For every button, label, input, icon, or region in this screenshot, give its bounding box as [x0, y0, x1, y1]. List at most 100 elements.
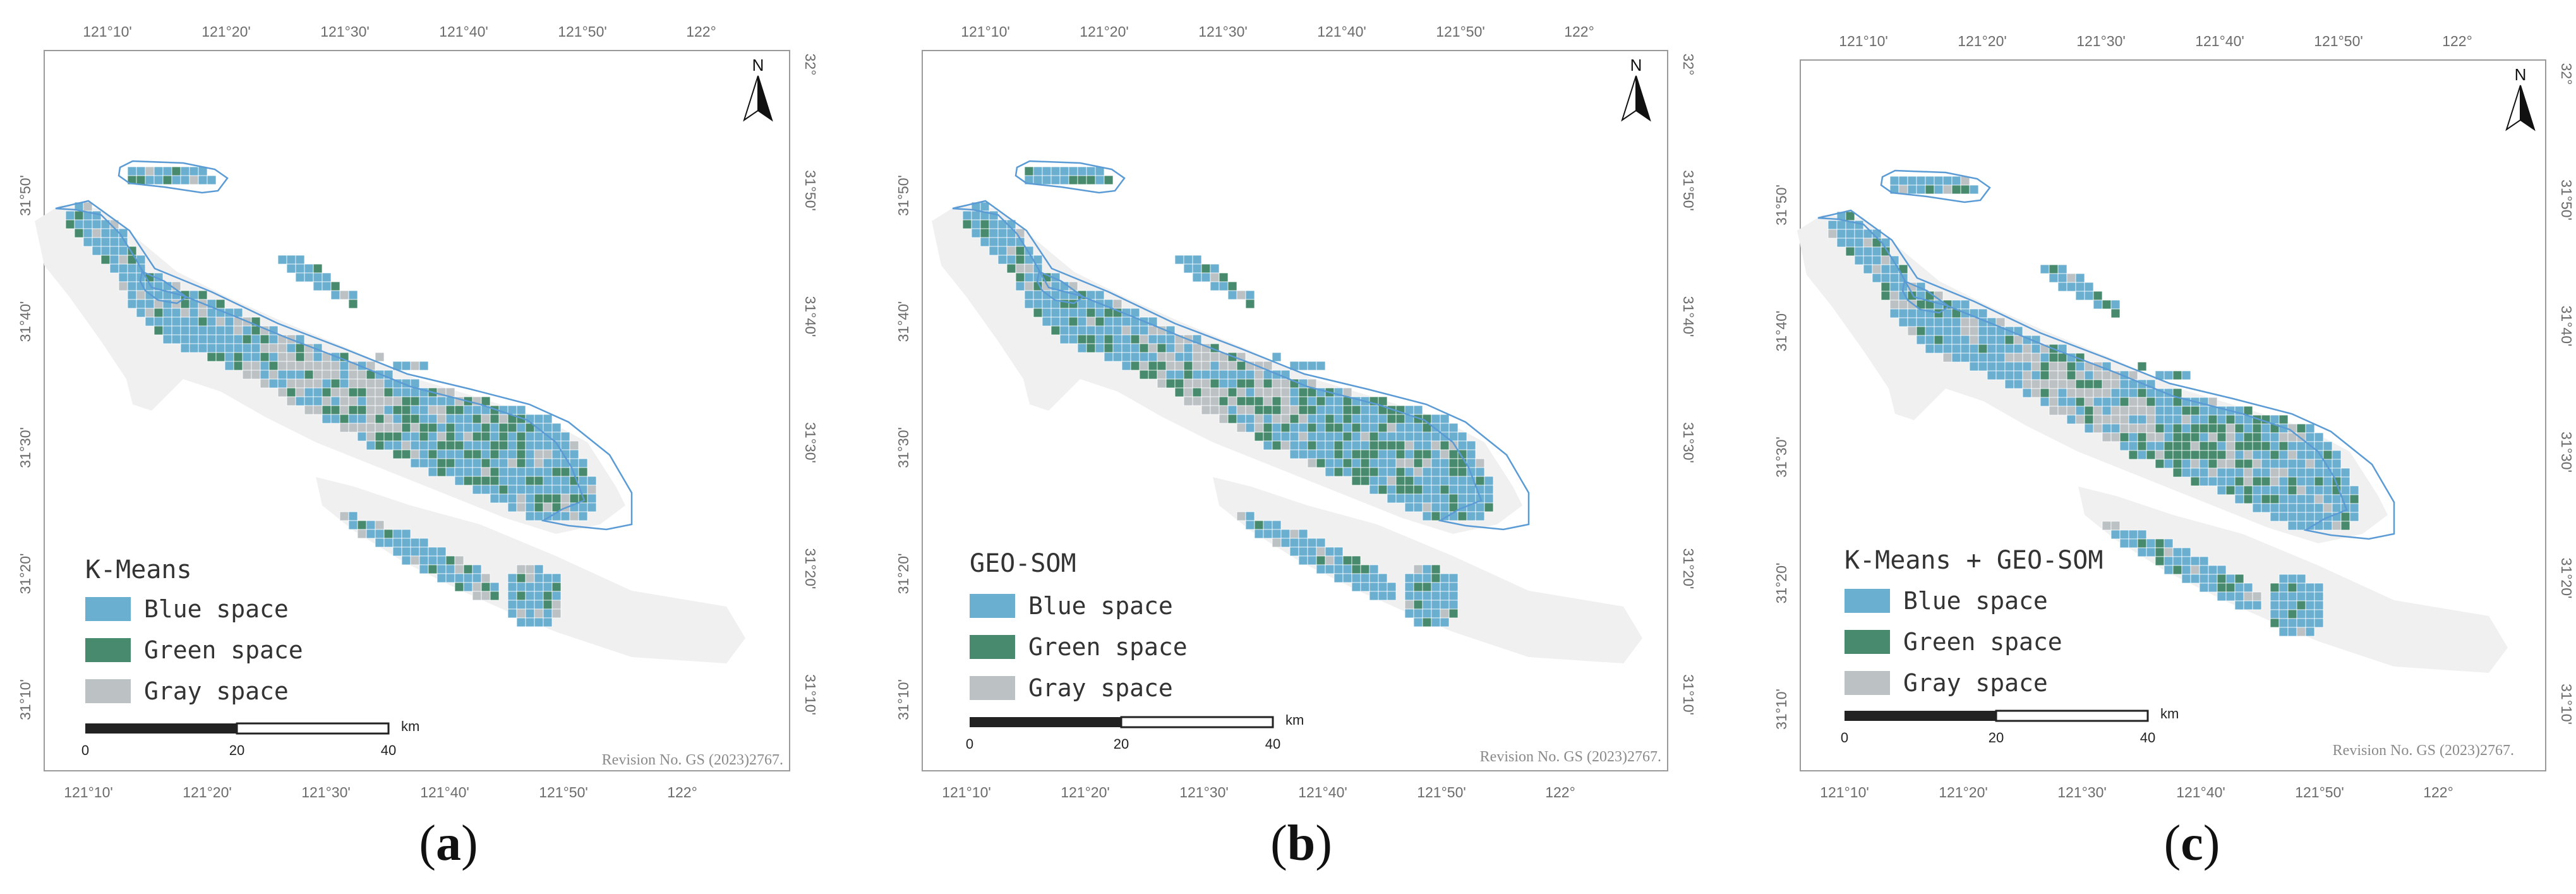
grid-cell	[971, 228, 981, 238]
grid-cell	[304, 396, 314, 406]
grid-cell	[295, 396, 305, 406]
grid-cell	[1360, 467, 1370, 477]
grid-cell	[198, 325, 208, 335]
grid-cell	[543, 600, 553, 610]
grid-cell	[1431, 608, 1441, 619]
grid-cell	[2234, 476, 2244, 486]
grid-cell	[322, 370, 332, 380]
grid-cell	[1360, 414, 1370, 424]
grid-cell	[2110, 397, 2121, 407]
grid-cell	[481, 467, 491, 477]
river-outline-path	[1036, 270, 1085, 305]
grid-cell	[375, 378, 385, 389]
grid-cell	[1316, 361, 1326, 371]
grid-cell	[233, 325, 243, 335]
grid-cell	[1457, 440, 1467, 450]
grid-cell	[1987, 335, 1997, 345]
grid-cell	[445, 449, 455, 459]
grid-cell	[1863, 229, 1873, 239]
grid-cell	[2314, 432, 2324, 442]
grid-cell	[2340, 485, 2350, 495]
lon-tick-bottom: 121°50'	[2295, 784, 2344, 800]
grid-cell	[1440, 600, 1450, 610]
grid-cell	[1863, 255, 1873, 265]
grid-cell	[2296, 627, 2306, 637]
lon-tick-top: 122°	[2442, 33, 2472, 49]
grid-cell	[1183, 378, 1193, 389]
grid-cell	[286, 370, 296, 380]
grid-cell	[2340, 468, 2350, 478]
grid-cell	[1059, 325, 1069, 335]
grid-cell	[551, 573, 562, 583]
grid-cell	[2208, 574, 2218, 584]
grid-cell	[383, 396, 394, 406]
grid-cell	[1404, 458, 1414, 468]
grid-cell	[268, 378, 279, 389]
grid-cell	[1068, 317, 1078, 327]
grid-cell	[2270, 618, 2280, 628]
grid-cell	[410, 432, 420, 442]
map-panel-b: 121°10' 121°20' 121°30' 121°40' 121°50' 122° …	[878, 0, 1712, 894]
grid-cell	[1068, 166, 1078, 176]
grid-cell	[2305, 494, 2315, 504]
grid-cell	[516, 458, 526, 468]
grid-cell	[525, 511, 535, 521]
grid-cell	[543, 414, 553, 424]
grid-cell	[2225, 476, 2236, 486]
grid-cell	[2305, 583, 2315, 593]
grid-cell	[1422, 564, 1432, 574]
grid-cell	[1174, 352, 1184, 362]
grid-cell	[330, 405, 340, 415]
grid-cell	[1836, 229, 1846, 239]
grid-cell	[1095, 334, 1105, 344]
grid-cell	[2040, 264, 2050, 274]
grid-cell	[1422, 467, 1432, 477]
grid-cell	[2137, 423, 2147, 433]
grid-cell	[2164, 459, 2174, 469]
grid-cell	[1395, 449, 1405, 459]
grid-cell	[1024, 290, 1034, 300]
grid-cell	[2349, 503, 2359, 513]
grid-cell	[454, 423, 464, 433]
grid-cell	[1995, 335, 2006, 345]
grid-cell	[2075, 370, 2085, 380]
grid-cell	[1863, 246, 1873, 257]
grid-cell	[1889, 308, 1899, 318]
grid-cell	[2110, 308, 2121, 318]
grid-cell	[2040, 388, 2050, 398]
grid-cell	[260, 343, 270, 353]
grid-cell	[2217, 468, 2227, 478]
grid-cell	[498, 467, 509, 477]
grid-cell	[2190, 423, 2200, 433]
grid-cell	[1015, 246, 1025, 256]
grid-cell	[534, 432, 544, 442]
grid-cell	[2208, 441, 2218, 451]
grid-cell	[490, 485, 500, 495]
grid-cell	[2243, 450, 2253, 460]
grid-cell	[1969, 335, 1979, 345]
legend-label-blue: Blue space	[1028, 592, 1173, 620]
grid-cell	[490, 493, 500, 504]
grid-cell	[348, 299, 358, 309]
grid-cell	[2243, 476, 2253, 486]
grid-cell	[1316, 396, 1326, 406]
grid-cell	[295, 361, 305, 371]
grid-cell	[215, 343, 226, 353]
grid-cell	[463, 582, 473, 592]
grid-cell	[463, 414, 473, 424]
grid-cell	[1236, 361, 1246, 371]
grid-cell	[268, 343, 279, 353]
grid-cell	[498, 458, 509, 468]
grid-cell	[1227, 396, 1237, 406]
grid-cell	[348, 414, 358, 424]
grid-cell	[1369, 591, 1379, 601]
grid-cell	[454, 564, 464, 574]
grid-cell	[2261, 450, 2271, 460]
caption-letter-a: a	[436, 816, 461, 871]
grid-cell	[578, 458, 588, 468]
grid-cell	[357, 529, 367, 539]
grid-cell	[242, 334, 252, 344]
scale-tick-40: 40	[381, 742, 396, 758]
grid-cell	[1387, 414, 1397, 424]
grid-cell	[171, 166, 181, 176]
